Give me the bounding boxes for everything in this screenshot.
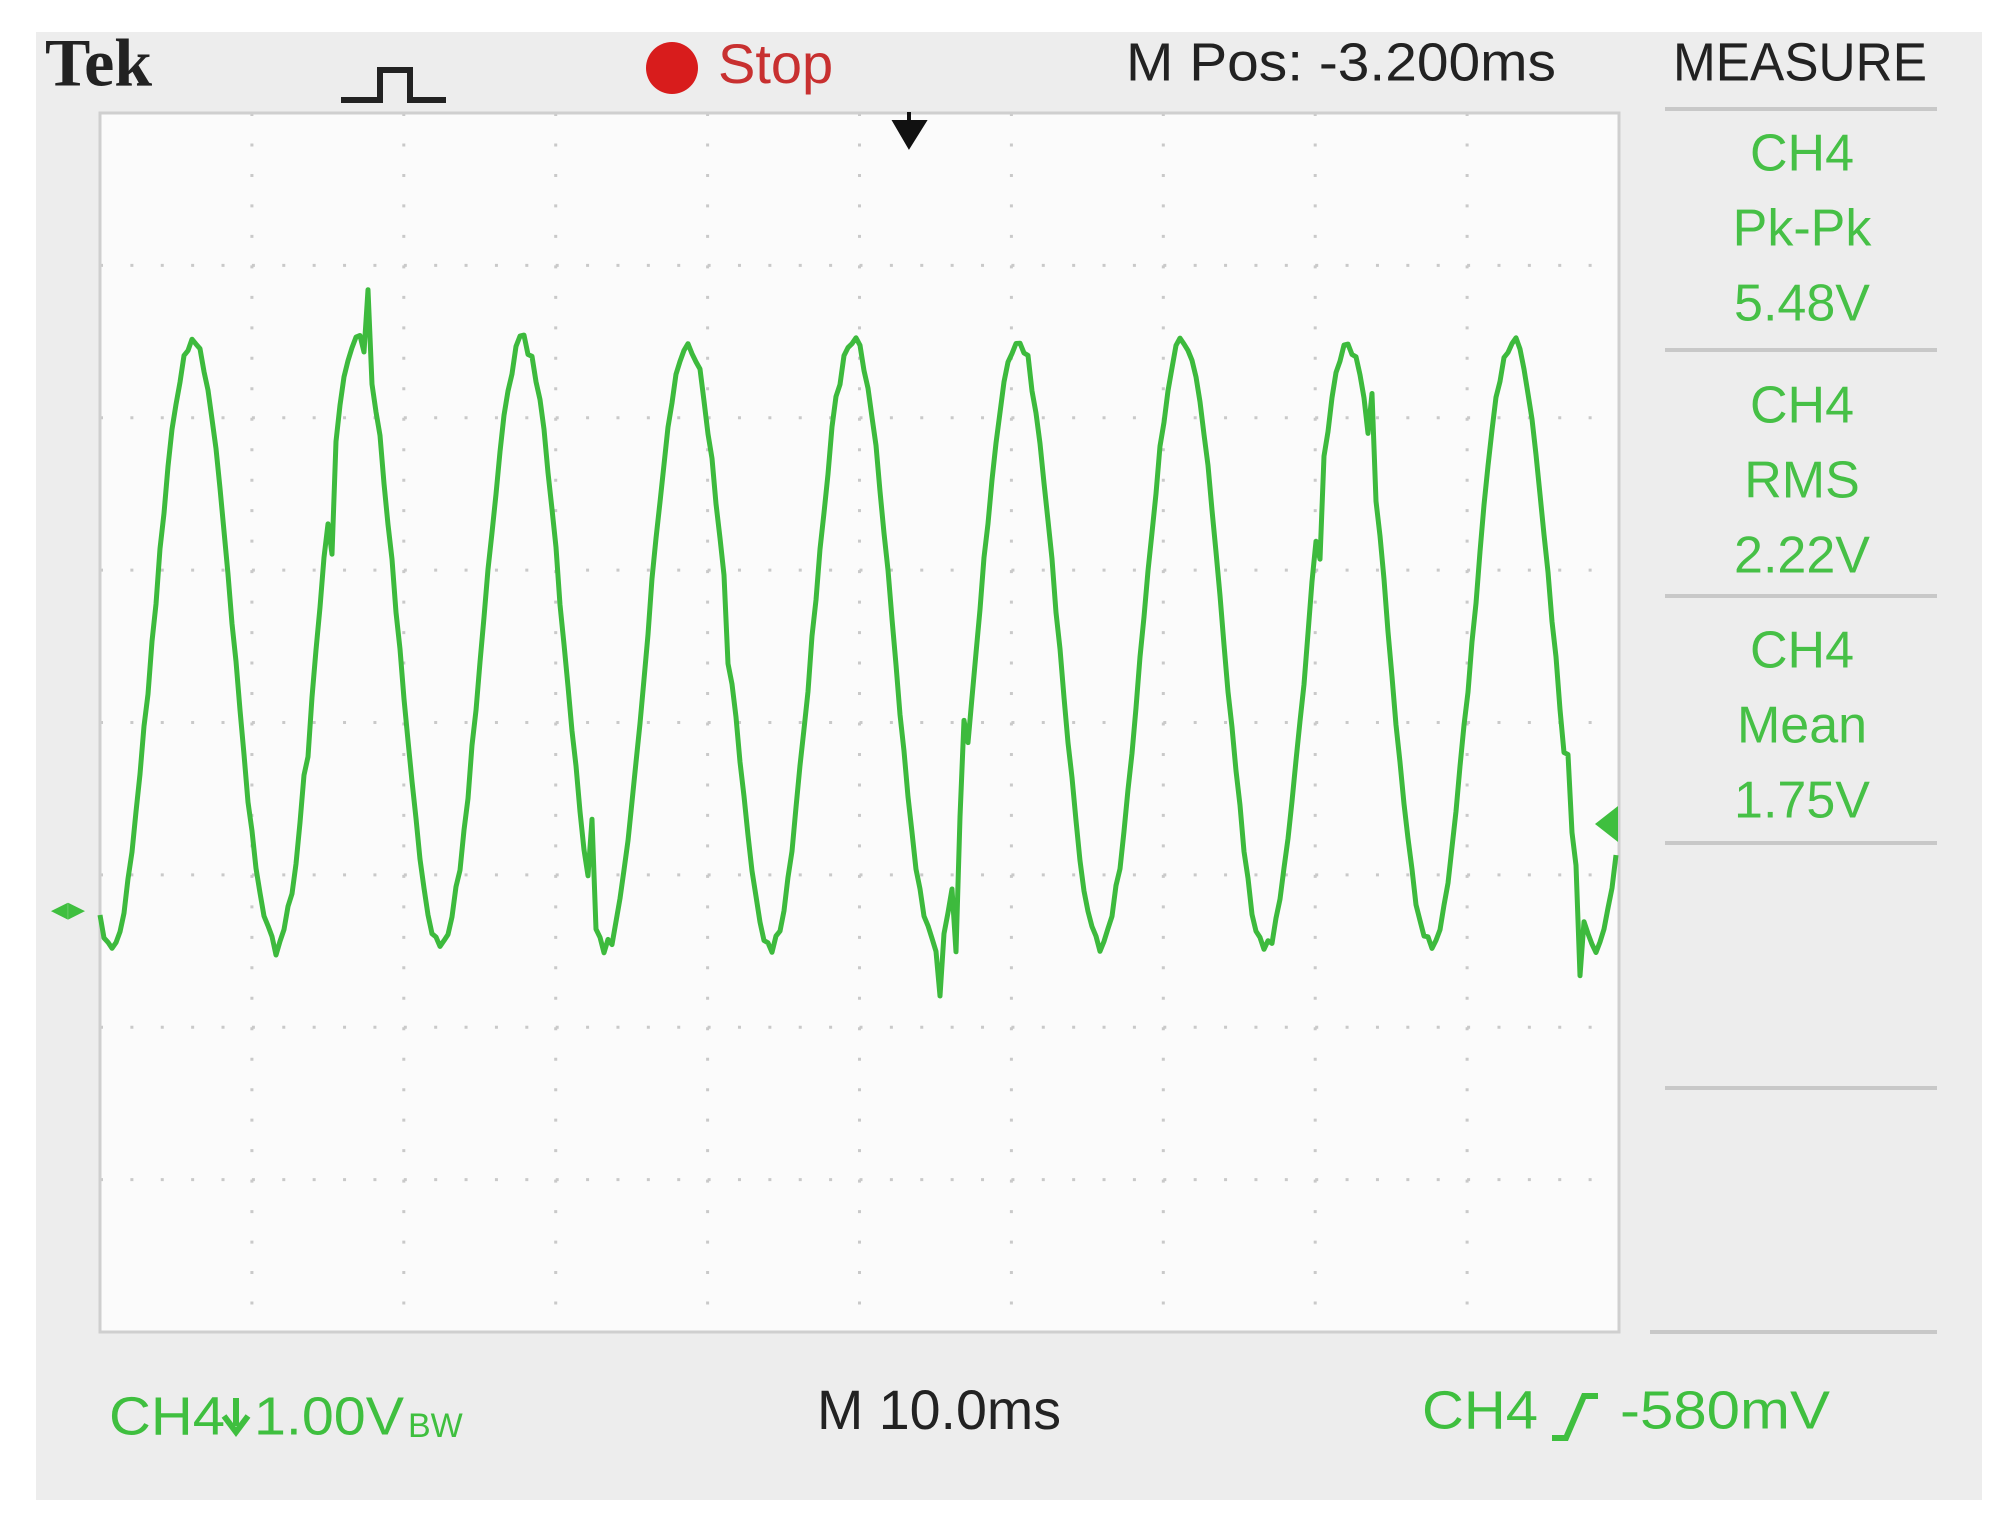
measurement-channel: CH4 (1750, 125, 1854, 183)
stop-indicator (646, 42, 698, 94)
measurement-label: Mean (1737, 697, 1867, 755)
graticule (98, 111, 1621, 1334)
graticule-border (98, 111, 1621, 1334)
bandwidth-limit: BW (408, 1407, 463, 1445)
brand: Tek (45, 25, 152, 101)
trigger-mode-icon (341, 67, 446, 103)
run-status: Stop (718, 32, 833, 95)
ground-marker-icon: ◂▸ (51, 890, 85, 928)
measurement-channel: CH4 (1750, 622, 1854, 680)
menu-separators (1650, 107, 1937, 1334)
measurement-value: 5.48V (1734, 275, 1870, 333)
vertical-scale: 1.00V (254, 1386, 404, 1446)
measurement-value: 2.22V (1734, 527, 1870, 585)
measurement-label: Pk-Pk (1733, 200, 1873, 258)
trigger-slope-icon (1552, 1393, 1598, 1441)
waveform (97, 287, 1619, 999)
timebase: M 10.0ms (817, 1378, 1061, 1441)
trigger-position-marker (891, 112, 928, 150)
trigger-level: -580mV (1620, 1380, 1830, 1440)
trigger-channel: CH4 (1422, 1380, 1538, 1440)
measurement-label: RMS (1744, 452, 1860, 510)
menu-title: MEASURE (1673, 32, 1927, 92)
measurement-channel: CH4 (1750, 377, 1854, 435)
measurements: CH4 Pk-Pk 5.48V CH4 RMS 2.22V CH4 Mean 1.75V (1733, 125, 1873, 830)
channel-label: CH4 (109, 1386, 225, 1446)
trigger-level-marker (1595, 806, 1618, 842)
horizontal-position: M Pos: -3.200ms (1126, 32, 1556, 92)
measurement-value: 1.75V (1734, 772, 1870, 830)
coupling-icon (221, 1398, 251, 1437)
